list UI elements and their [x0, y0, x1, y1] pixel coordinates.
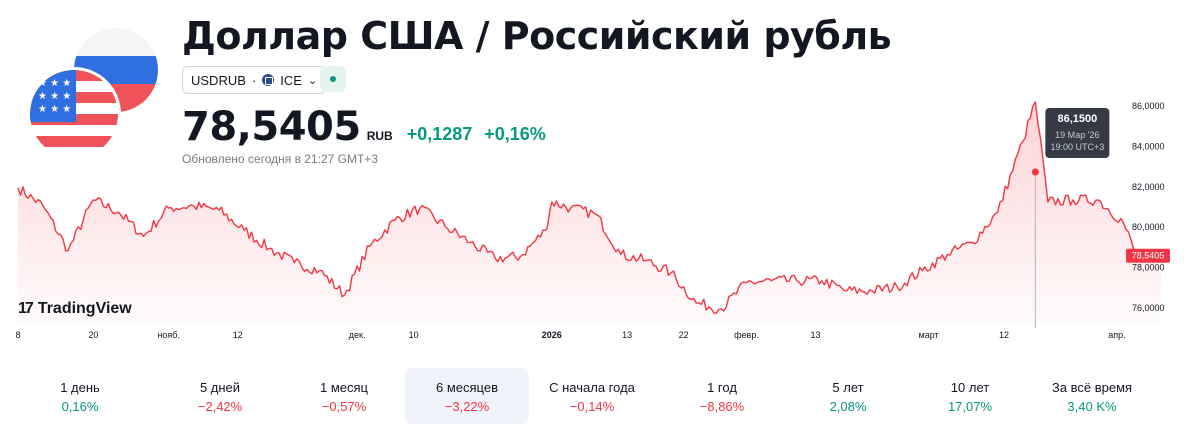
y-tick-label: 84,0000 [1132, 141, 1165, 151]
x-tick-label: дек. [349, 330, 366, 340]
y-tick-label: 82,0000 [1132, 182, 1165, 192]
tradingview-mark-icon: 17 [18, 300, 34, 317]
tooltip-date: 19 Мар '26 [1055, 130, 1099, 140]
period-4[interactable]: С начала года −0,14% [530, 368, 654, 424]
period-0[interactable]: 1 день 0,16% [18, 368, 142, 424]
price-tooltip: 86,1500 19 Мар '26 19:00 UTC+3 [1045, 108, 1110, 158]
x-tick-label: март [919, 330, 939, 340]
period-change: 0,16% [61, 399, 99, 414]
x-tick-label: 20 [88, 330, 98, 340]
period-label: 1 год [707, 380, 737, 395]
x-tick-label: 12 [233, 330, 243, 340]
svg-text:★ ★ ★: ★ ★ ★ [38, 104, 71, 115]
svg-text:★ ★ ★: ★ ★ ★ [38, 91, 71, 102]
chevron-down-icon: ⌄ [307, 74, 318, 87]
period-change: −2,42% [197, 399, 243, 414]
period-label: С начала года [549, 380, 635, 395]
period-change: −3,22% [444, 399, 490, 414]
peak-point [1031, 168, 1039, 176]
x-tick-label: 22 [679, 330, 689, 340]
price-currency: RUB [366, 129, 393, 143]
tradingview-logo[interactable]: 17 TradingView [18, 300, 132, 318]
price-chart[interactable]: 86,000084,000082,000080,000078,000076,00… [0, 88, 1200, 340]
market-status-indicator[interactable] [320, 66, 346, 92]
period-change: −8,86% [699, 399, 745, 414]
tradingview-logo-text: TradingView [37, 300, 132, 317]
period-change: 3,40 K% [1067, 399, 1117, 414]
last-price-label: 78,5405 [1126, 248, 1170, 263]
market-open-dot-icon [330, 76, 336, 82]
x-tick-label: 13 [811, 330, 821, 340]
period-label: 1 день [60, 380, 100, 395]
x-tick-label: 12 [999, 330, 1009, 340]
change-percent: +0,16% [484, 124, 546, 144]
period-label: 6 месяцев [436, 380, 498, 395]
x-tick-label: 2026 [542, 330, 562, 340]
usa-flag-icon: ★ ★ ★ ★ ★ ★ ★ ★ ★ [30, 70, 118, 158]
page-title: Доллар США / Российский рубль [182, 14, 892, 58]
period-5[interactable]: 1 год −8,86% [660, 368, 784, 424]
last-price-value: 78,5405 [1132, 251, 1165, 261]
period-1[interactable]: 5 дней −2,42% [158, 368, 282, 424]
tooltip-value: 86,1500 [1057, 113, 1097, 125]
period-2[interactable]: 1 месяц −0,57% [282, 368, 406, 424]
period-6[interactable]: 5 лет 2,08% [786, 368, 910, 424]
x-tick-label: апр. [1108, 330, 1125, 340]
price-row: 78,5405 RUB +0,1287 +0,16% [182, 104, 552, 150]
period-8[interactable]: За всё время 3,40 K% [1030, 368, 1154, 424]
price-area-fill [18, 102, 1161, 323]
x-tick-label: февр. [734, 330, 759, 340]
symbol-selector[interactable]: USDRUB · ICE ⌄ [182, 66, 327, 94]
x-tick-label: 10 [409, 330, 419, 340]
price-line [17, 101, 1162, 314]
period-performance-bar: 1 день 0,16% 5 дней −2,42% 1 месяц −0,57% 6 ме… [0, 368, 1200, 424]
period-change: 2,08% [829, 399, 867, 414]
period-change: −0,57% [321, 399, 367, 414]
period-3[interactable]: 6 месяцев −3,22% [405, 368, 529, 424]
change-absolute: +0,1287 [406, 124, 473, 144]
y-tick-label: 80,0000 [1132, 222, 1165, 232]
updated-timestamp: Обновлено сегодня в 21:27 GMT+3 [182, 152, 378, 166]
period-label: 5 дней [199, 380, 241, 395]
x-tick-label: нояб. [157, 330, 180, 340]
period-label: 10 лет [950, 380, 990, 395]
period-label: 1 месяц [320, 380, 368, 395]
exchange-icon [262, 74, 275, 86]
tooltip-time: 19:00 UTC+3 [1050, 142, 1104, 152]
x-tick-label: 13 [622, 330, 632, 340]
x-tick-label: 8 [15, 330, 20, 340]
period-change: −0,14% [569, 399, 615, 414]
svg-text:★ ★ ★: ★ ★ ★ [38, 78, 71, 89]
symbol-separator: · [251, 72, 257, 88]
period-change: 17,07% [947, 399, 993, 414]
period-7[interactable]: 10 лет 17,07% [908, 368, 1032, 424]
last-price: 78,5405 [182, 104, 361, 150]
y-tick-label: 86,0000 [1132, 101, 1165, 111]
currency-pair-flags: ★ ★ ★ ★ ★ ★ ★ ★ ★ [27, 28, 160, 161]
exchange-name: ICE [280, 72, 302, 88]
symbol-ticker: USDRUB [191, 72, 246, 88]
period-label: 5 лет [832, 380, 864, 395]
period-label: За всё время [1051, 380, 1133, 395]
